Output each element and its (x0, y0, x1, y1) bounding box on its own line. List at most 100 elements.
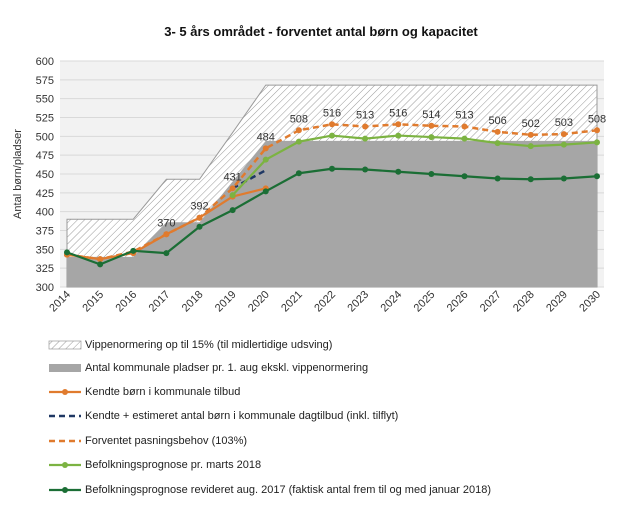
line-series-4 (66, 123, 598, 261)
x-tick-label: 2019 (213, 289, 239, 315)
x-tick-label: 2023 (345, 289, 371, 315)
data-label: 370 (157, 217, 175, 229)
data-point (395, 168, 402, 175)
legend-label: Kendte børn i kommunale tilbud (85, 386, 241, 398)
data-point (329, 165, 335, 172)
data-point (594, 127, 600, 134)
legend-item: Kendte børn i kommunale tilbud (48, 385, 608, 399)
data-point (395, 121, 402, 128)
legend-label: Vippenormering op til 15% (til midlertid… (85, 339, 333, 351)
chart-title: 3- 5 års området - forventet antal børn … (164, 24, 478, 39)
data-point (64, 249, 70, 256)
x-tick-label: 2028 (511, 289, 537, 315)
data-label: 503 (555, 117, 573, 129)
data-label: 513 (356, 110, 374, 122)
data-point (163, 231, 170, 238)
legend-swatch (49, 364, 81, 372)
data-point (461, 123, 468, 130)
data-point (461, 135, 468, 142)
x-tick-label: 2029 (544, 289, 570, 315)
data-point (196, 214, 203, 221)
data-point (329, 121, 335, 128)
data-point (428, 134, 435, 141)
legend-label: Kendte + estimeret antal børn i kommunal… (85, 410, 399, 422)
legend-item: Antal kommunale pladser pr. 1. aug ekskl… (48, 361, 608, 375)
data-point (229, 192, 236, 199)
data-point (229, 207, 236, 214)
data-point (262, 188, 269, 195)
x-tick-label: 2025 (412, 289, 438, 315)
data-point (428, 122, 435, 129)
data-point (428, 171, 435, 177)
y-tick-label: 525 (36, 113, 54, 125)
y-tick-label: 375 (36, 226, 54, 238)
x-tick-label: 2020 (246, 289, 272, 315)
y-tick-label: 350 (36, 244, 54, 256)
data-point (527, 143, 534, 150)
data-point (295, 170, 302, 177)
legend-label: Antal kommunale pladser pr. 1. aug ekskl… (85, 362, 369, 374)
data-point (527, 131, 534, 138)
line-series-3 (232, 169, 267, 190)
y-tick-label: 450 (36, 169, 54, 181)
data-label: 431 (223, 171, 241, 183)
data-point (196, 223, 203, 230)
x-tick-label: 2024 (379, 289, 405, 315)
data-label: 392 (190, 201, 208, 213)
data-point (395, 132, 402, 139)
legend-label: Befolkningsprognose revideret aug. 2017 … (85, 484, 492, 496)
x-tick-label: 2017 (147, 289, 173, 315)
data-point (295, 127, 302, 134)
x-tick-label: 2018 (180, 289, 206, 315)
legend-swatch (48, 340, 82, 350)
y-tick-label: 600 (36, 56, 54, 68)
y-tick-label: 475 (36, 150, 54, 162)
data-point (97, 256, 104, 263)
legend-swatch (49, 462, 81, 468)
legend-label: Befolkningsprognose pr. marts 2018 (85, 459, 262, 471)
data-label: 514 (422, 109, 440, 121)
x-tick-label: 2015 (80, 289, 106, 315)
data-point (560, 141, 567, 148)
data-point (163, 250, 170, 257)
x-tick-label: 2030 (577, 289, 603, 315)
legend-label: Forventet pasningsbehov (103%) (85, 435, 248, 447)
x-tick-label: 2027 (478, 289, 504, 315)
data-label: 508 (588, 113, 606, 125)
data-point (229, 185, 236, 192)
line-series-5 (231, 134, 598, 196)
data-point (262, 145, 269, 152)
data-point (594, 139, 600, 146)
data-point (362, 135, 369, 142)
data-point (295, 138, 302, 145)
x-tick-label: 2021 (279, 289, 305, 315)
data-point (594, 173, 600, 180)
data-point (262, 156, 269, 163)
data-point (329, 132, 335, 139)
data-point (130, 247, 137, 254)
legend-item: Befolkningsprognose pr. marts 2018 (48, 458, 608, 472)
legend-swatch (49, 439, 81, 443)
data-label: 516 (323, 107, 341, 119)
y-tick-label: 500 (36, 131, 54, 143)
y-tick-label: 300 (36, 282, 54, 294)
legend-swatch (49, 414, 81, 418)
data-point (362, 123, 369, 130)
legend-item: Vippenormering op til 15% (til midlertid… (48, 338, 608, 352)
data-label: 484 (257, 131, 275, 143)
data-point (527, 176, 534, 183)
data-label: 508 (290, 113, 308, 125)
data-label: 516 (389, 107, 407, 119)
y-tick-label: 400 (36, 207, 54, 219)
data-point (494, 128, 501, 135)
data-point (494, 140, 501, 147)
x-tick-label: 2026 (445, 289, 471, 315)
y-tick-label: 325 (36, 263, 54, 275)
y-axis-label: Antal børn/pladser (12, 129, 24, 219)
data-point (362, 166, 369, 173)
y-tick-label: 425 (36, 188, 54, 200)
y-tick-label: 550 (36, 94, 54, 106)
x-tick-label: 2022 (312, 289, 338, 315)
legend-item: Forventet pasningsbehov (103%) (48, 434, 608, 448)
